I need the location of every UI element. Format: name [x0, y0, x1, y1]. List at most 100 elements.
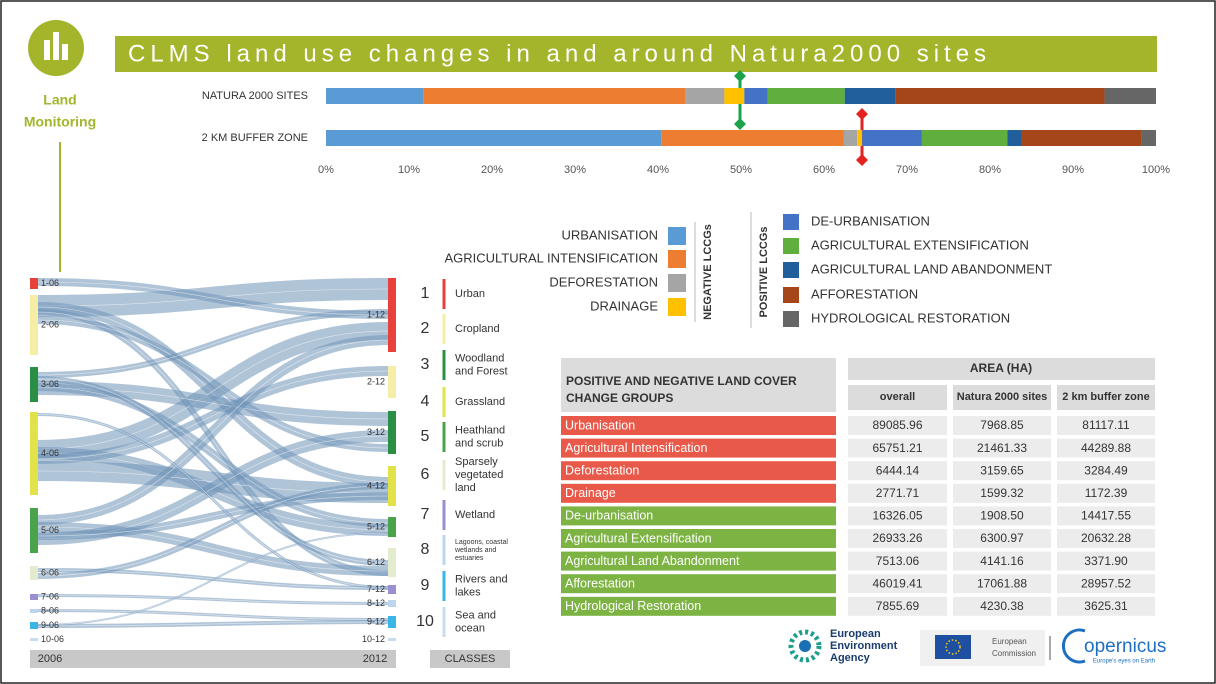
class-name: lakes — [455, 586, 481, 598]
row-name-cell — [561, 506, 836, 526]
legend-label: AFFORESTATION — [811, 286, 918, 301]
sankey-flow-edge — [37, 610, 389, 620]
column-header: Natura 2000 sites — [957, 391, 1048, 403]
legend-swatch — [783, 214, 799, 230]
row-name: Drainage — [565, 486, 616, 500]
eea-logo: European Environment Agency — [788, 628, 898, 664]
sankey-node — [30, 594, 38, 600]
sankey-flow-edge — [37, 281, 389, 316]
row-name: Hydrological Restoration — [565, 599, 701, 613]
cell-value: 3284.49 — [1084, 463, 1128, 477]
value-cell — [848, 551, 947, 571]
cell-value: 17061.88 — [977, 576, 1027, 590]
class-name: Rivers and — [455, 573, 508, 585]
value-cell — [953, 438, 1051, 458]
x-tick-label: 50% — [730, 164, 752, 176]
sankey-node — [30, 638, 38, 641]
sankey-node — [30, 508, 38, 553]
row-name-cell — [561, 551, 836, 571]
x-tick-label: 90% — [1062, 164, 1084, 176]
class-number: 6 — [421, 466, 430, 483]
eea-icon — [788, 629, 822, 663]
value-cell — [1057, 529, 1155, 548]
chart-title: CLMS land use changes in and around Natu… — [128, 40, 991, 67]
sankey-node-label: 9-12 — [367, 616, 385, 626]
class-name: Lagoons, coastal — [455, 539, 508, 546]
x-tick-label: 20% — [481, 164, 503, 176]
legend-label: DE-URBANISATION — [811, 213, 930, 228]
legend-swatch — [783, 287, 799, 303]
logo-text: Monitoring — [24, 114, 96, 130]
table-header-cell — [953, 385, 1051, 410]
bar-segment — [685, 88, 725, 104]
x-tick-label: 40% — [647, 164, 669, 176]
sankey-node-label: 4-06 — [41, 448, 59, 458]
logo-icon — [44, 40, 50, 60]
arrow-head — [734, 70, 746, 130]
x-tick-label: 70% — [896, 164, 918, 176]
cell-value: 3371.90 — [1084, 554, 1128, 568]
sankey-footer — [30, 650, 396, 668]
value-cell — [1057, 506, 1155, 526]
table-header-cell — [561, 358, 836, 412]
row-name-cell — [561, 596, 836, 616]
cell-value: 21461.33 — [977, 441, 1027, 455]
sankey-flow-edge — [37, 485, 389, 577]
value-cell — [953, 483, 1051, 503]
sankey-flow-edge — [37, 386, 389, 524]
x-tick-label: 100% — [1142, 164, 1170, 176]
category-label: 2 KM BUFFER ZONE — [202, 132, 308, 144]
sankey-node — [388, 278, 396, 352]
bar-segment — [423, 88, 686, 104]
row-name-cell — [561, 483, 836, 503]
classes-footer — [430, 650, 510, 668]
sankey-node — [30, 412, 38, 495]
value-cell — [1057, 438, 1155, 458]
sankey-node-label: 2-06 — [41, 319, 59, 329]
sankey-node-label: 7-12 — [367, 584, 385, 594]
class-name: land — [455, 482, 476, 494]
sankey-node-label: 9-06 — [41, 620, 59, 630]
sankey-node-label: 10-06 — [41, 634, 64, 644]
cell-value: 7513.06 — [876, 554, 920, 568]
sankey-flow-edge — [37, 378, 389, 564]
class-number: 3 — [421, 356, 430, 373]
copernicus-text: opernicus — [1084, 636, 1166, 657]
value-cell — [953, 529, 1051, 548]
value-cell — [1057, 574, 1155, 594]
sankey-node — [30, 367, 38, 402]
legend-label: DRAINAGE — [590, 298, 658, 313]
class-number: 2 — [421, 320, 430, 337]
bar-segment — [862, 130, 922, 146]
sankey-node — [388, 600, 396, 607]
sankey-node-label: 3-12 — [367, 427, 385, 437]
legend-swatch — [668, 227, 686, 245]
legend-swatch — [783, 262, 799, 278]
sankey-node-label: 2-12 — [367, 376, 385, 386]
class-name: Cropland — [455, 323, 500, 335]
row-name: Agricultural Intensification — [565, 441, 707, 455]
eu-flag — [935, 635, 971, 659]
sankey-node-label: 1-06 — [41, 278, 59, 288]
logo-text: Land — [43, 92, 76, 108]
ec-text: Commission — [992, 649, 1036, 658]
class-name: ocean — [455, 622, 485, 634]
bar-segment — [895, 88, 1105, 104]
sankey-node — [388, 616, 396, 628]
year-label: 2012 — [363, 653, 387, 665]
class-number: 5 — [421, 428, 430, 445]
copernicus-c — [1062, 628, 1086, 664]
sankey-node-label: 4-12 — [367, 480, 385, 490]
class-name: and scrub — [455, 437, 503, 449]
eea-text: Agency — [830, 652, 871, 664]
value-cell — [848, 574, 947, 594]
x-tick-label: 10% — [398, 164, 420, 176]
legend-swatch — [668, 298, 686, 316]
sankey-node-label: 8-06 — [41, 605, 59, 615]
cell-value: 4230.38 — [980, 599, 1024, 613]
row-name: Afforestation — [565, 576, 635, 590]
table-header-cell — [1057, 385, 1155, 410]
legend-swatch — [668, 250, 686, 268]
cell-value: 89085.96 — [872, 418, 922, 432]
cell-value: 46019.41 — [872, 576, 922, 590]
